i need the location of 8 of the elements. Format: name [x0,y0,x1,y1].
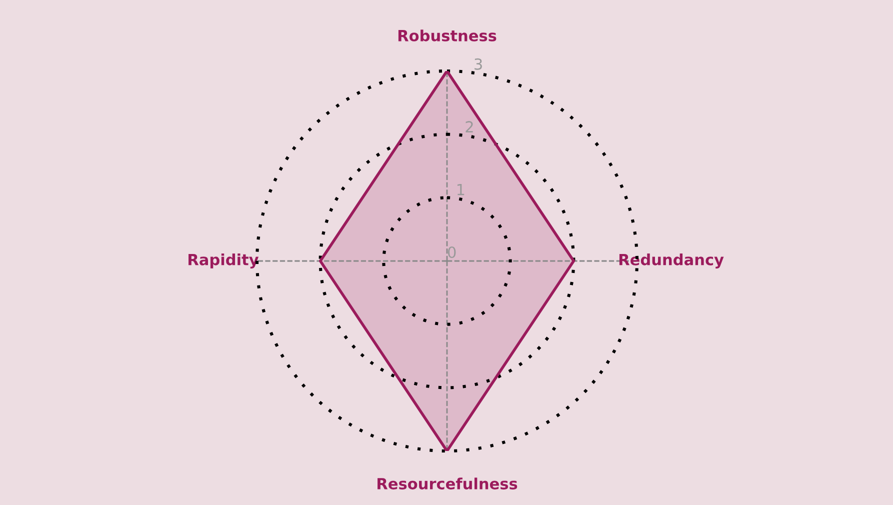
spoke-label: Robustness [398,30,496,42]
y-tick-label: 2 [466,121,473,132]
y-tick-label: 3 [474,58,482,70]
spoke-label: Redundancy [619,254,724,268]
y-tick-label: 0 [448,246,456,258]
y-tick-label: 1 [457,184,464,196]
spoke-label: Rapidity [188,254,259,268]
spoke-label: Resourcefulness [378,478,518,490]
